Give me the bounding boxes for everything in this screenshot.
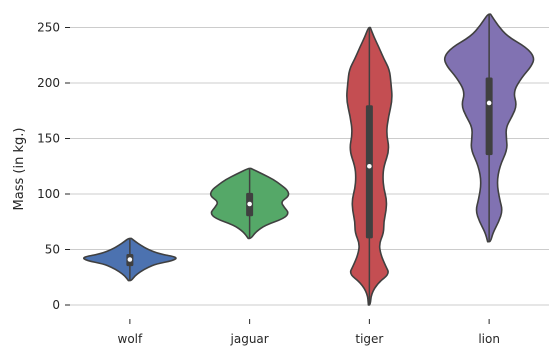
y-tick-label: 150 [37, 132, 60, 146]
x-tick-label: lion [478, 332, 500, 346]
x-tick-label: tiger [355, 332, 383, 346]
violin-iqr-box-lion [485, 77, 493, 156]
y-tick-label: 50 [45, 243, 60, 257]
violin-median-tiger [367, 163, 372, 169]
x-tick-label: wolf [118, 332, 143, 346]
violin-median-lion [486, 100, 492, 106]
y-axis-title: Mass (in kg.) [12, 128, 27, 211]
y-tick-labels: 0 50 100 150 200 250 [37, 21, 70, 312]
violin-median-wolf [127, 257, 133, 262]
x-tick-label: jaguar [230, 332, 269, 346]
y-tick-label: 250 [37, 21, 60, 35]
y-tick-label: 0 [52, 298, 60, 312]
y-tick-label: 200 [37, 76, 60, 90]
x-tick-labels: wolf jaguar tiger lion [118, 319, 500, 346]
y-tick-label: 100 [37, 187, 60, 201]
violin-median-jaguar [247, 201, 252, 207]
violin-iqr-box-tiger [365, 105, 373, 239]
violins [82, 13, 535, 306]
